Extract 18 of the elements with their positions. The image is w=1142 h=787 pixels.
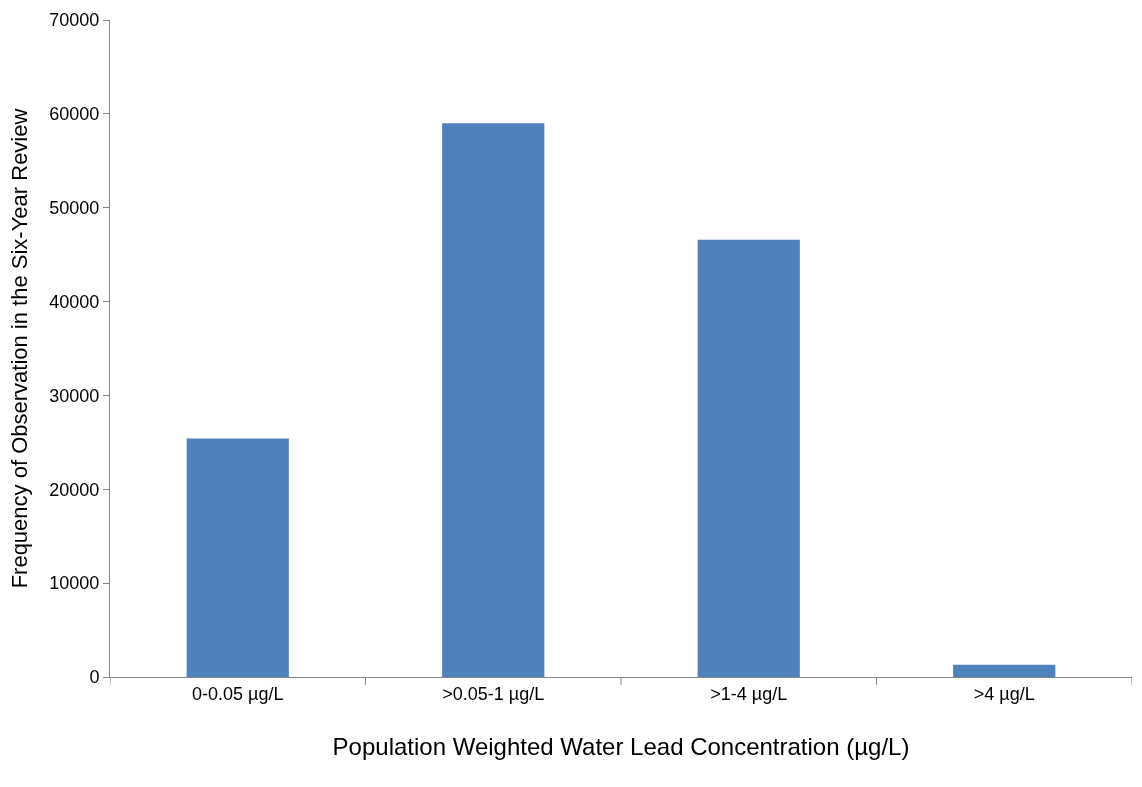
bar [186, 438, 289, 677]
y-tick-label: 40000 [49, 291, 100, 312]
x-tick-label: >4 µg/L [973, 683, 1035, 704]
y-tick-label: 10000 [49, 573, 100, 594]
x-tick-label: >1-4 µg/L [710, 683, 788, 704]
bar [442, 123, 545, 677]
y-tick-label: 0 [89, 667, 100, 688]
x-tick-label: 0-0.05 µg/L [192, 683, 284, 704]
bar [953, 664, 1056, 677]
y-tick-label: 20000 [49, 479, 100, 500]
y-tick-label: 60000 [49, 104, 100, 125]
y-axis-title: Frequency of Observation in the Six-Year Review [7, 108, 33, 589]
y-tick-label: 70000 [49, 10, 100, 31]
y-tick-label: 50000 [49, 198, 100, 219]
x-axis-title: Population Weighted Water Lead Concentration (µg/L) [332, 732, 910, 760]
x-tick-label: >0.05-1 µg/L [442, 683, 545, 704]
bar [697, 239, 800, 677]
y-tick-label: 30000 [49, 385, 100, 406]
